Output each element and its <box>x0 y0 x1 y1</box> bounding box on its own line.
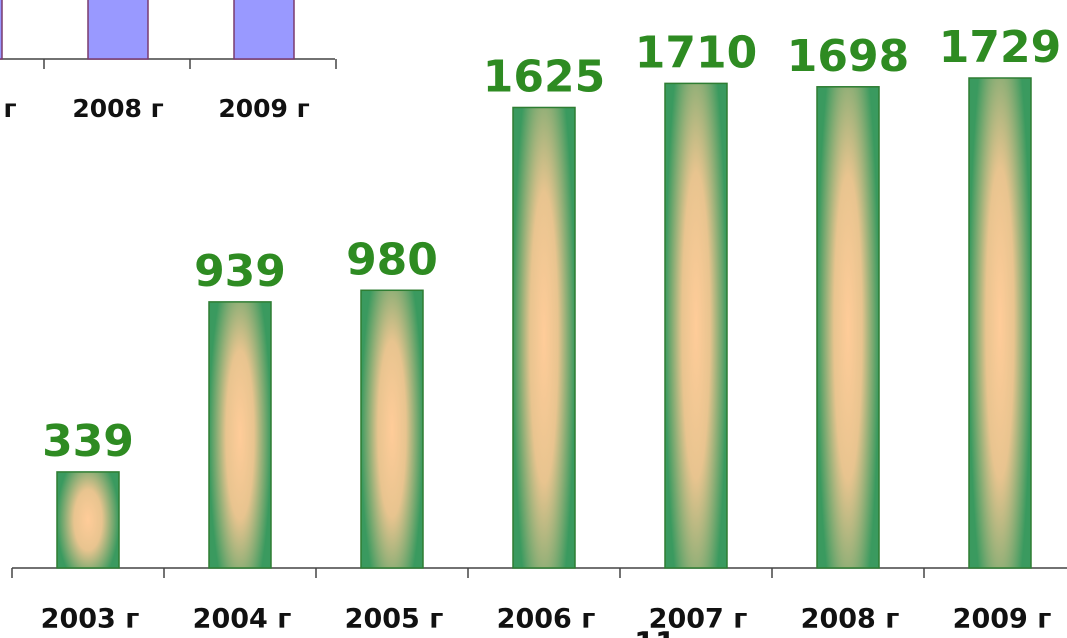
x-tick-label: 2005 г <box>345 604 444 635</box>
x-tick-label: 2009 г <box>953 604 1052 635</box>
x-tick-label: 2008 г <box>72 94 163 123</box>
value-label: 939 <box>194 246 286 297</box>
value-label: 1729 <box>939 22 1061 73</box>
value-label: 1710 <box>635 27 757 78</box>
value-label: 1625 <box>483 51 605 102</box>
bar <box>56 471 120 569</box>
bar-fragment <box>0 0 3 60</box>
x-tick-label: 2008 г <box>801 604 900 635</box>
page-number: 11 <box>634 627 676 638</box>
value-label: 339 <box>42 416 134 467</box>
x-tick-label: 2004 г <box>193 604 292 635</box>
bar <box>208 301 272 569</box>
bar <box>512 106 576 569</box>
bar <box>816 86 880 569</box>
bar-fragment <box>233 0 295 60</box>
value-label: 1698 <box>787 31 909 82</box>
bar-fragment <box>87 0 149 60</box>
bar <box>360 289 424 569</box>
x-tick-label: 2003 г <box>41 604 140 635</box>
value-label: 980 <box>346 234 438 285</box>
x-tick-label: 2009 г <box>218 94 309 123</box>
bar <box>968 77 1032 569</box>
x-tick-label: 2006 г <box>497 604 596 635</box>
bar <box>664 82 728 569</box>
x-tick-label: г <box>3 94 16 123</box>
x-tick-label: 2007 г <box>649 604 748 635</box>
